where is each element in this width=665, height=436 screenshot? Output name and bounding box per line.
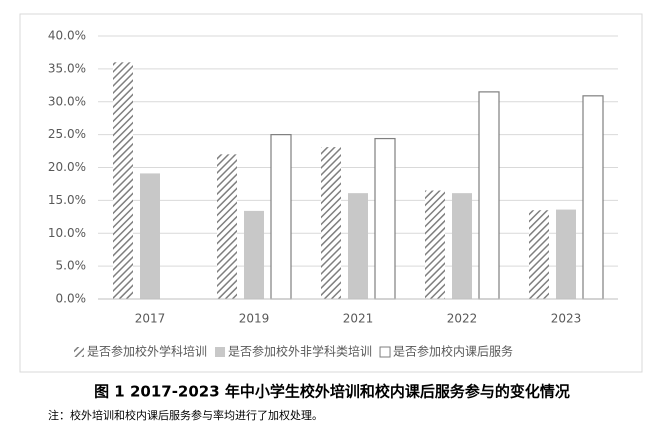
bar <box>452 193 472 299</box>
x-tick-label: 2021 <box>343 312 374 326</box>
x-tick-label: 2017 <box>135 312 166 326</box>
y-tick-label: 15.0% <box>48 193 86 207</box>
bar <box>374 137 396 300</box>
legend-swatch <box>379 346 391 358</box>
bar <box>582 95 604 300</box>
y-tick-label: 30.0% <box>48 94 86 108</box>
bar <box>348 193 368 299</box>
y-tick-label: 5.0% <box>56 259 87 273</box>
bar <box>217 154 237 299</box>
legend-label: 是否参加校外学科培训 <box>87 344 207 359</box>
bar <box>140 173 160 299</box>
bar <box>321 147 341 299</box>
bar <box>425 190 445 299</box>
y-tick-label: 10.0% <box>48 226 86 240</box>
legend-swatch <box>74 347 84 357</box>
y-tick-label: 20.0% <box>48 160 86 174</box>
legend-swatch <box>215 347 226 357</box>
x-tick-label: 2019 <box>239 312 270 326</box>
y-tick-label: 40.0% <box>48 29 86 43</box>
legend-label: 是否参加校内课后服务 <box>393 344 513 359</box>
x-tick-label: 2022 <box>447 312 478 326</box>
caption: 图 1 2017-2023 年中小学生校外培训和校内课后服务参与的变化情况 <box>94 383 570 401</box>
bar <box>270 134 292 300</box>
y-tick-label: 35.0% <box>48 61 86 75</box>
bar <box>556 209 576 299</box>
chart-frame <box>19 13 643 373</box>
y-tick-label: 0.0% <box>56 292 87 306</box>
note: 注：校外培训和校内课后服务参与率均进行了加权处理。 <box>48 408 323 422</box>
bar <box>113 62 133 299</box>
bar <box>529 210 549 299</box>
x-tick-label: 2023 <box>551 312 582 326</box>
bar <box>478 91 500 300</box>
y-tick-label: 25.0% <box>48 127 86 141</box>
legend-label: 是否参加校外非学科类培训 <box>228 344 372 359</box>
bar <box>244 210 264 299</box>
